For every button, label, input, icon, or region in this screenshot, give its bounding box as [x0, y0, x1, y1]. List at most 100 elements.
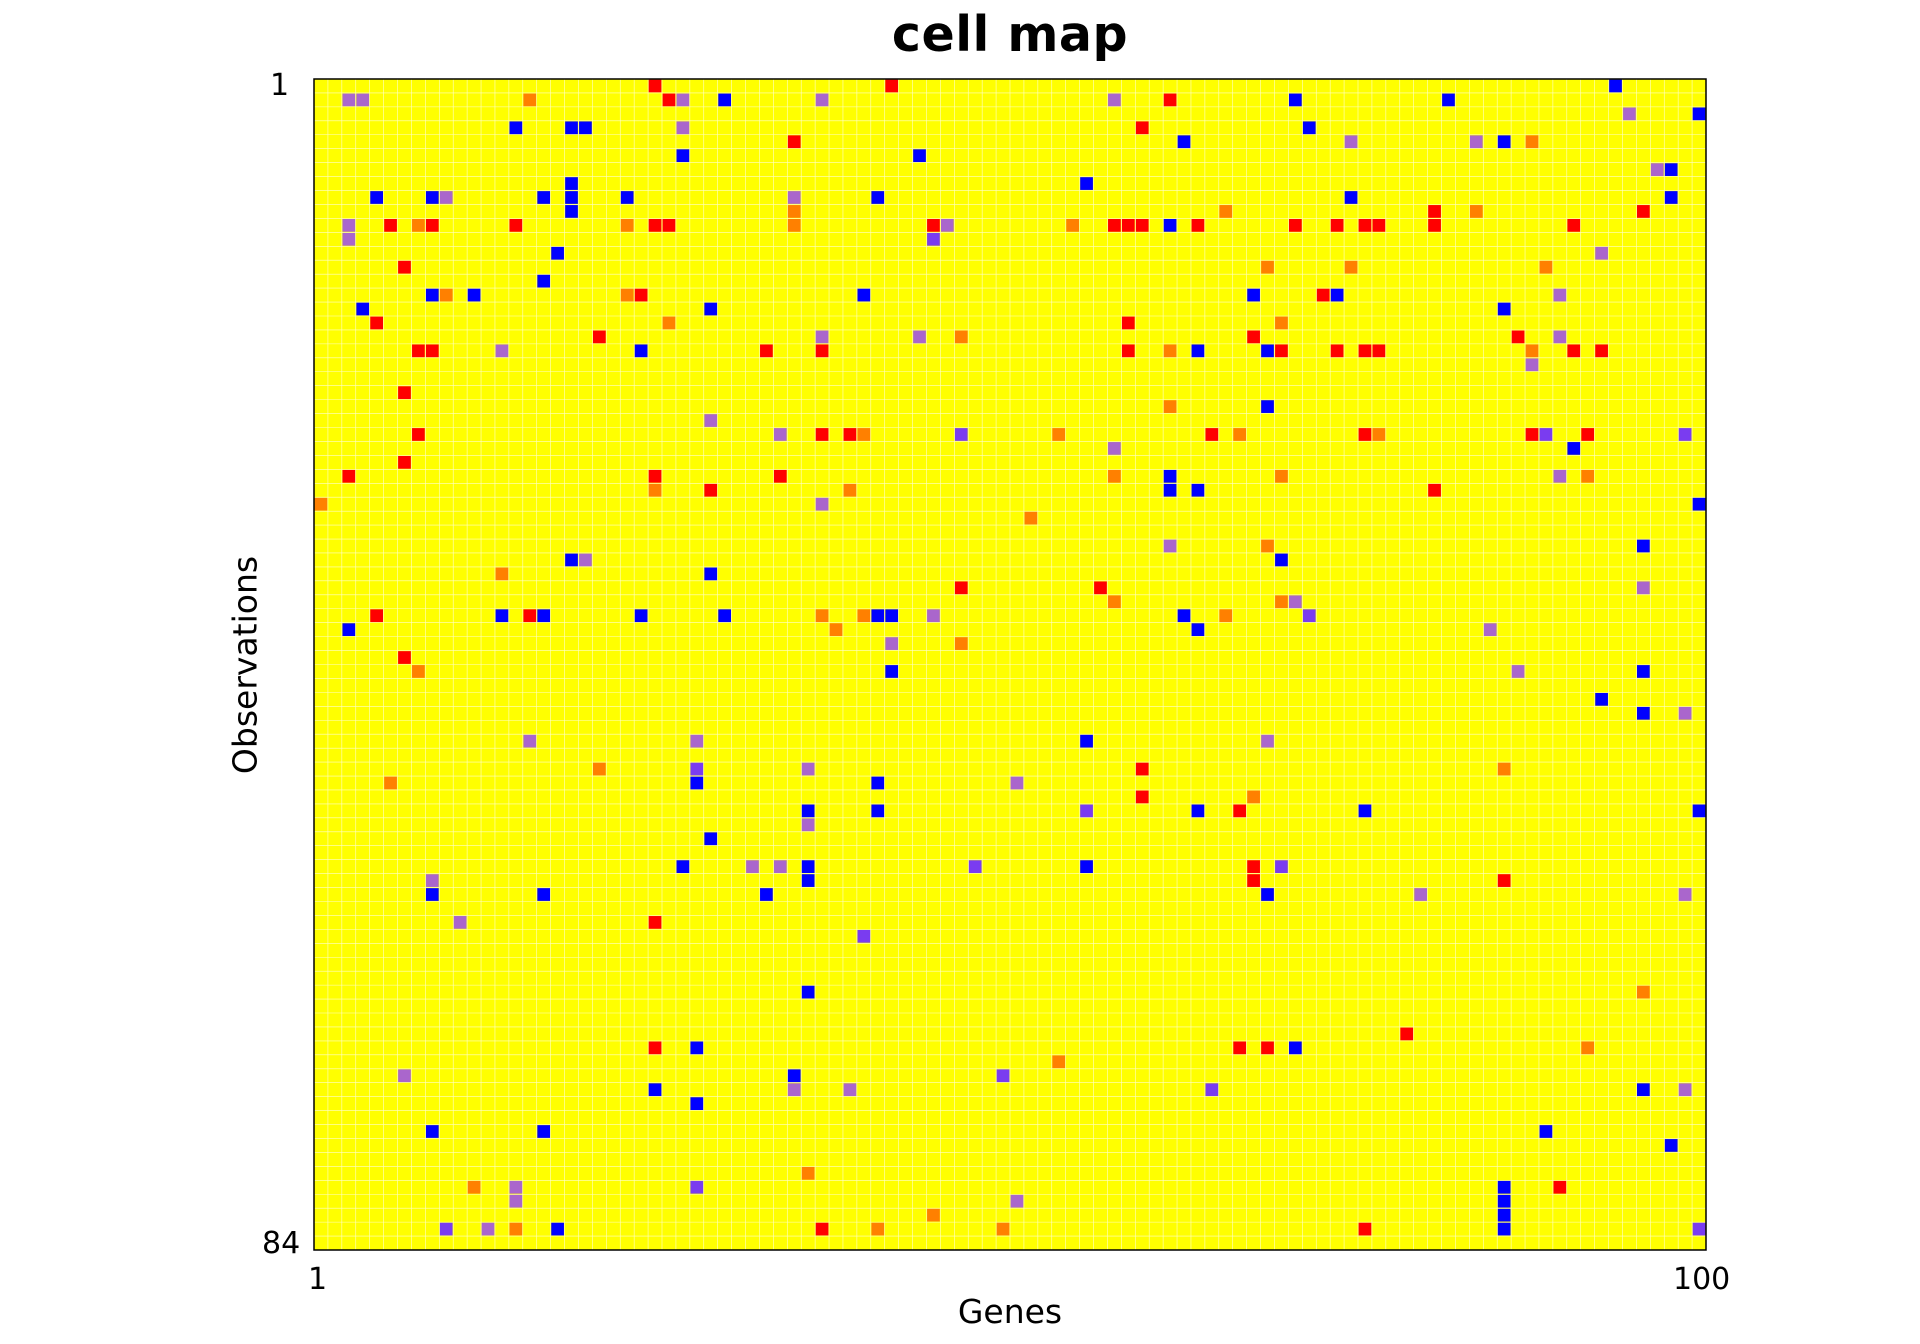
- heatmap-cell: [1163, 400, 1177, 413]
- heatmap-cell: [1261, 344, 1274, 358]
- heatmap-cell: [1372, 428, 1386, 441]
- heatmap-cell: [523, 609, 537, 623]
- heatmap-cell: [1637, 665, 1650, 678]
- heatmap-cell: [1567, 219, 1581, 232]
- heatmap-cell: [439, 288, 453, 302]
- heatmap-cell: [1205, 1083, 1219, 1097]
- heatmap-cell: [1497, 1208, 1511, 1222]
- heatmap-cell: [1163, 539, 1177, 553]
- heatmap-cell: [648, 483, 662, 497]
- heatmap-cell: [1497, 1194, 1511, 1208]
- heatmap-cell: [551, 1222, 564, 1236]
- heatmap-cell: [1637, 581, 1650, 595]
- heatmap-cell: [801, 1166, 815, 1180]
- heatmap-cell: [787, 1083, 801, 1097]
- heatmap-cell: [1024, 511, 1038, 525]
- heatmap-cell: [1302, 121, 1316, 135]
- heatmap-cell: [1247, 874, 1260, 887]
- heatmap-cell: [1637, 205, 1650, 218]
- heatmap-cell: [565, 121, 578, 135]
- heatmap-cell: [1080, 177, 1093, 190]
- heatmap-cell: [801, 860, 815, 874]
- heatmap-cell: [1469, 135, 1483, 149]
- heatmap-cell: [1135, 762, 1149, 776]
- heatmap-cell: [1567, 442, 1581, 455]
- heatmap-cell: [662, 93, 676, 107]
- heatmap-cell: [1233, 428, 1247, 441]
- heatmap-cell: [1400, 1027, 1414, 1041]
- heatmap-cell: [384, 219, 397, 232]
- heatmap-cell: [1483, 623, 1497, 637]
- heatmap-cell: [495, 344, 509, 358]
- y-tick-label-top: 1: [270, 68, 290, 103]
- heatmap-cell: [1553, 330, 1567, 344]
- heatmap-cell: [439, 1222, 453, 1236]
- heatmap-cell: [1511, 665, 1525, 678]
- heatmap-cell: [1261, 734, 1274, 748]
- heatmap-cell: [370, 191, 383, 204]
- heatmap-cell: [412, 665, 425, 678]
- heatmap-cell: [1205, 428, 1219, 441]
- heatmap-cell: [676, 121, 690, 135]
- heatmap-cell: [495, 567, 509, 581]
- heatmap-cell: [1525, 428, 1539, 441]
- heatmap-cell: [1372, 219, 1386, 232]
- heatmap-cell: [342, 469, 356, 483]
- heatmap-cell: [1010, 1194, 1024, 1208]
- heatmap-cell: [398, 386, 411, 400]
- heatmap-cell: [676, 860, 690, 874]
- heatmap-cell: [704, 414, 718, 427]
- heatmap-cell: [704, 483, 718, 497]
- heatmap-cell: [704, 567, 718, 581]
- chart-title: cell map: [891, 6, 1129, 63]
- heatmap-cell: [537, 609, 551, 623]
- heatmap-cell: [1247, 330, 1260, 344]
- heatmap-cell: [1553, 1180, 1567, 1194]
- heatmap-cell: [509, 1194, 523, 1208]
- heatmap-cell: [398, 651, 411, 664]
- heatmap-cell: [787, 205, 801, 218]
- heatmap-cell: [690, 1180, 704, 1194]
- heatmap-cell: [425, 874, 439, 887]
- heatmap-cell: [857, 929, 871, 943]
- heatmap-cell: [857, 428, 871, 441]
- heatmap-cell: [648, 1041, 662, 1055]
- heatmap-cell: [1511, 330, 1525, 344]
- heatmap-cell: [885, 79, 899, 93]
- heatmap-cell: [662, 219, 676, 232]
- heatmap-cell: [871, 1222, 885, 1236]
- heatmap-cell: [1163, 483, 1177, 497]
- heatmap-cell: [1358, 344, 1372, 358]
- heatmap-cell: [927, 609, 940, 623]
- heatmap-cell: [1692, 107, 1706, 121]
- heatmap-cell: [1637, 539, 1650, 553]
- heatmap-cell: [843, 483, 857, 497]
- heatmap-cell: [801, 874, 815, 887]
- heatmap-cell: [1330, 219, 1344, 232]
- heatmap-cell: [773, 469, 787, 483]
- heatmap-cell: [1539, 260, 1553, 274]
- heatmap-cell: [843, 1083, 857, 1097]
- heatmap-cell: [954, 581, 968, 595]
- heatmap-cell: [927, 1208, 940, 1222]
- heatmap-cell: [342, 93, 356, 107]
- y-tick-label-bottom: 84: [262, 1226, 301, 1261]
- heatmap-cell: [1358, 804, 1372, 818]
- heatmap-cell: [1664, 191, 1678, 204]
- heatmap-cell: [1135, 121, 1149, 135]
- heatmap-cell: [1497, 1222, 1511, 1236]
- heatmap-cell: [425, 288, 439, 302]
- heatmap-cell: [1637, 1083, 1650, 1097]
- heatmap-cell: [593, 762, 606, 776]
- heatmap-cell: [815, 609, 829, 623]
- heatmap-cell: [425, 1125, 439, 1138]
- heatmap-cell: [1442, 93, 1455, 107]
- heatmap-cell: [1191, 804, 1205, 818]
- heatmap-cell: [662, 316, 676, 330]
- heatmap-cell: [523, 93, 537, 107]
- heatmap-cell: [1080, 804, 1093, 818]
- heatmap-cell: [1219, 205, 1233, 218]
- heatmap-cell: [1191, 219, 1205, 232]
- heatmap-cell: [579, 121, 592, 135]
